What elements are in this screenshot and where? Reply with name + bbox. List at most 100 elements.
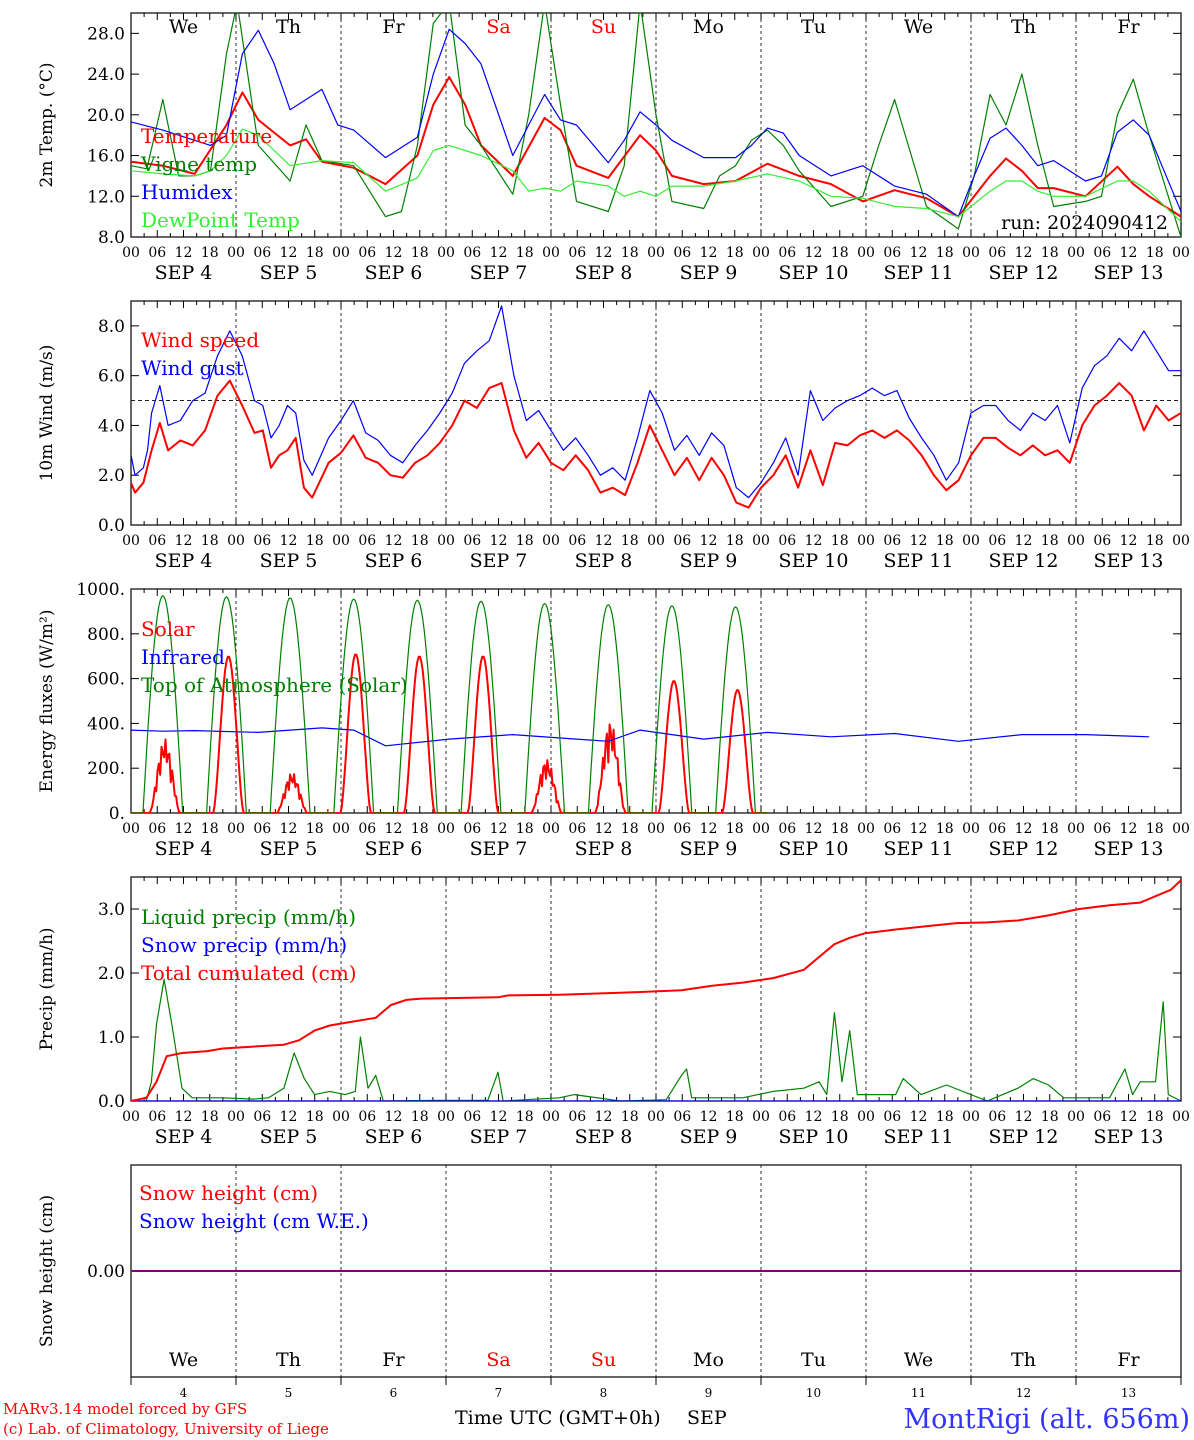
hour-tick-label: 18 [306, 533, 324, 549]
hour-tick-label: 00 [542, 1109, 560, 1125]
weekday-label: Su [591, 16, 616, 38]
hour-tick-label: 06 [148, 1109, 166, 1125]
y-axis-label: Snow height (cm) [37, 1195, 57, 1347]
hour-tick-label: 12 [175, 533, 193, 549]
legend-entry: Wind speed [141, 328, 259, 352]
hour-tick-label: 12 [1015, 245, 1033, 261]
legend-entry: Infrared [141, 645, 225, 669]
legend-entry: Temperature [141, 124, 272, 148]
hour-tick-label: 00 [122, 533, 140, 549]
hour-tick-label: 06 [358, 821, 376, 837]
hour-tick-label: 18 [201, 821, 219, 837]
hour-tick-label: 00 [1067, 1109, 1085, 1125]
hour-tick-label: 00 [857, 245, 875, 261]
legend-entry: Solar [141, 617, 195, 641]
y-tick-label: 200. [87, 759, 125, 779]
hour-tick-label: 12 [805, 533, 823, 549]
hour-tick-label: 06 [358, 1109, 376, 1125]
day-number-label: 6 [390, 1386, 398, 1400]
legend-entry: Snow height (cm) [139, 1181, 318, 1205]
y-tick-label: 800. [87, 625, 125, 645]
date-label: SEP 12 [989, 838, 1059, 860]
hour-tick-label: 12 [1120, 245, 1138, 261]
hour-tick-label: 06 [358, 245, 376, 261]
hour-tick-label: 18 [936, 1109, 954, 1125]
hour-tick-label: 12 [175, 1109, 193, 1125]
day-number-label: 7 [495, 1386, 503, 1400]
hour-tick-label: 18 [831, 1109, 849, 1125]
date-label: SEP 9 [680, 262, 738, 284]
date-label: SEP 8 [575, 262, 633, 284]
hour-tick-label: 00 [122, 1109, 140, 1125]
hour-tick-label: 06 [883, 245, 901, 261]
hour-tick-label: 00 [962, 821, 980, 837]
y-tick-label: 8.0 [98, 228, 125, 248]
date-label: SEP 4 [155, 550, 213, 572]
y-tick-label: 8.0 [98, 317, 125, 337]
hour-tick-label: 12 [700, 533, 718, 549]
hour-tick-label: 12 [805, 821, 823, 837]
hour-tick-label: 06 [253, 533, 271, 549]
weekday-label: Fr [1117, 1349, 1140, 1371]
hour-tick-label: 00 [647, 1109, 665, 1125]
plot-frame [130, 300, 1182, 526]
date-label: SEP 6 [365, 1126, 423, 1148]
date-label: SEP 8 [575, 838, 633, 860]
date-label: SEP 7 [470, 262, 528, 284]
hour-tick-label: 12 [700, 1109, 718, 1125]
series-line-wind-gust [131, 305, 1181, 499]
hour-tick-label: 00 [752, 533, 770, 549]
hour-tick-label: 18 [831, 245, 849, 261]
hour-tick-label: 12 [280, 533, 298, 549]
weekday-label: Mo [693, 1349, 724, 1371]
hour-tick-label: 06 [673, 1109, 691, 1125]
weekday-label: Fr [382, 16, 405, 38]
hour-tick-label: 06 [673, 821, 691, 837]
hour-tick-label: 18 [306, 821, 324, 837]
plot-area [131, 595, 1150, 813]
hour-tick-label: 06 [778, 533, 796, 549]
hour-tick-label: 00 [962, 533, 980, 549]
x-axis-label: Time UTC (GMT+0h) [455, 1407, 661, 1429]
hour-tick-label: 06 [778, 1109, 796, 1125]
hour-tick-label: 00 [437, 533, 455, 549]
legend-entry: Total cumulated (cm) [141, 961, 357, 985]
hour-tick-label: 12 [805, 1109, 823, 1125]
hour-tick-label: 00 [542, 821, 560, 837]
hour-tick-label: 00 [437, 821, 455, 837]
hour-tick-label: 18 [621, 1109, 639, 1125]
hour-tick-label: 00 [227, 245, 245, 261]
hour-tick-label: 06 [1093, 821, 1111, 837]
y-tick-label: 12.0 [87, 187, 125, 207]
y-tick-label: 0.00 [87, 1262, 125, 1282]
date-label: SEP 13 [1094, 1126, 1164, 1148]
date-label: SEP 4 [155, 838, 213, 860]
panel-2 [130, 300, 1182, 526]
date-label: SEP 10 [779, 838, 849, 860]
panel-4 [130, 876, 1182, 1102]
hour-tick-label: 18 [201, 1109, 219, 1125]
hour-tick-label: 18 [411, 821, 429, 837]
hour-tick-label: 00 [122, 245, 140, 261]
hour-tick-label: 00 [1067, 821, 1085, 837]
plot-area [131, 879, 1181, 1101]
weekday-label: We [904, 1349, 933, 1371]
date-label: SEP 7 [470, 838, 528, 860]
hour-tick-label: 12 [595, 245, 613, 261]
y-axis-label: 2m Temp. (°C) [37, 62, 57, 187]
hour-tick-label: 18 [411, 533, 429, 549]
weekday-label: We [904, 16, 933, 38]
hour-tick-label: 06 [148, 533, 166, 549]
y-axis-label: 10m Wind (m/s) [37, 345, 57, 482]
hour-tick-label: 06 [568, 1109, 586, 1125]
date-label: SEP 12 [989, 550, 1059, 572]
weekday-label: Th [1011, 1349, 1036, 1371]
hour-tick-label: 12 [700, 245, 718, 261]
hour-tick-label: 06 [148, 245, 166, 261]
weekday-label: Tu [801, 16, 826, 38]
panel-1 [130, 12, 1182, 238]
hour-tick-label: 06 [253, 1109, 271, 1125]
hour-tick-label: 00 [752, 245, 770, 261]
y-tick-label: 2.0 [98, 964, 125, 984]
